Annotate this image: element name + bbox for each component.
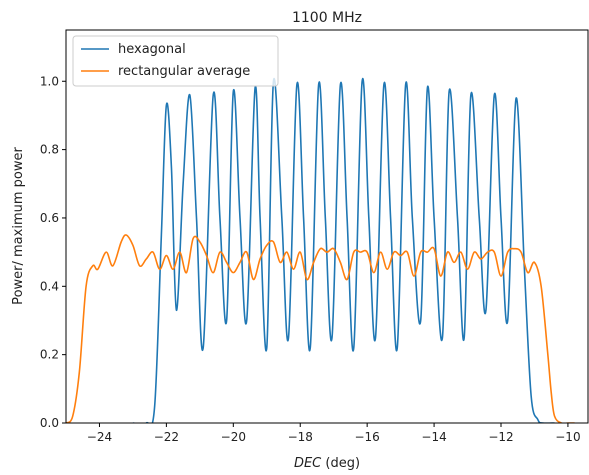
legend-box: [72, 35, 279, 87]
y-tick-label: 0.4: [40, 279, 59, 293]
y-tick-label: 0.8: [40, 143, 59, 157]
x-tick-label: −22: [154, 430, 179, 444]
x-axis-label-unit: (deg): [325, 456, 360, 471]
x-axis-label-name: DEC: [294, 456, 322, 471]
x-tick-label: −20: [221, 430, 246, 444]
y-tick-label: 1.0: [40, 74, 59, 88]
x-tick-label: −16: [354, 430, 379, 444]
x-tick-label: −14: [421, 430, 446, 444]
x-tick-label: −24: [87, 430, 112, 444]
x-tick-label: −12: [488, 430, 513, 444]
legend: hexagonal rectangular average: [72, 35, 279, 87]
axes: −24 −22 −20 −18 −16 −14 −12 −10 0.0 0.2 0.4 0.6 0.8 1…: [40, 74, 581, 444]
series-line-hexagonal: [132, 77, 555, 423]
x-tick-label: −18: [288, 430, 313, 444]
legend-label-rectangular-average: rectangular average: [118, 64, 250, 79]
x-axis-label: DEC (deg): [294, 456, 360, 471]
y-tick-label: 0.0: [40, 416, 59, 430]
chart-title: 1100 MHz: [292, 10, 362, 26]
series-layer: [66, 77, 575, 423]
y-tick-label: 0.6: [40, 211, 59, 225]
series-line-rectangular-average: [66, 234, 575, 423]
legend-label-hexagonal: hexagonal: [118, 42, 186, 57]
y-tick-label: 0.2: [40, 348, 59, 362]
x-tick-label: −10: [555, 430, 580, 444]
plot-frame: [65, 29, 589, 424]
y-axis-label: Power/ maximum power: [11, 147, 26, 305]
